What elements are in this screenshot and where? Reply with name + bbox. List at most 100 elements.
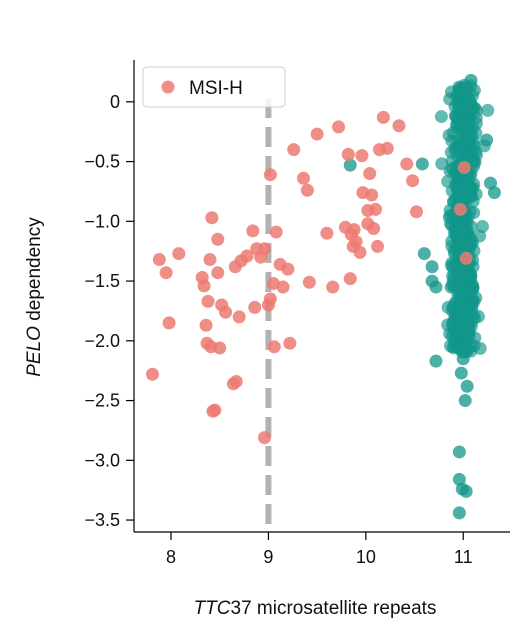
msi-h-point (300, 183, 314, 197)
msi-h-point (457, 161, 471, 175)
msi-h-point (353, 245, 367, 259)
mss-point (475, 219, 489, 233)
mss-point (458, 394, 472, 408)
mss-point (434, 110, 448, 124)
msi-h-point (332, 120, 346, 134)
msi-h-point (459, 251, 473, 265)
mss-point (415, 157, 429, 171)
msi-h-point (199, 318, 213, 332)
mss-point (459, 484, 473, 498)
mss-point (456, 352, 470, 366)
mss-point (446, 318, 460, 332)
msi-h-point (211, 232, 225, 246)
msi-h-point (205, 211, 219, 225)
y-tick-label: −1.5 (84, 271, 120, 291)
msi-h-point (146, 367, 160, 381)
msi-h-point (258, 242, 272, 256)
x-tick-label: 9 (263, 547, 273, 567)
mss-point (452, 506, 466, 520)
msi-h-point (376, 110, 390, 124)
mss-point (466, 309, 480, 323)
msi-h-point (152, 253, 166, 267)
msi-h-point (208, 403, 222, 417)
y-tick-label: −3.5 (84, 510, 120, 530)
msi-h-point (320, 226, 334, 240)
msi-h-point (213, 341, 227, 355)
msi-h-point (369, 202, 383, 216)
msi-h-point (246, 224, 260, 238)
mss-point (441, 174, 455, 188)
msi-h-point (287, 143, 301, 157)
legend: MSI-H (142, 66, 286, 108)
msi-h-point (162, 316, 176, 330)
legend-marker-msi (161, 80, 175, 94)
msi-h-point (258, 431, 272, 445)
msi-h-point (296, 171, 310, 185)
msi-h-point (453, 202, 467, 216)
mss-point (468, 331, 482, 345)
points-layer (146, 73, 501, 520)
x-axis-title-gene: TTC (194, 598, 231, 619)
y-tick-label: −2.0 (84, 331, 120, 351)
mss-point (429, 280, 443, 294)
mss-point (417, 247, 431, 261)
axes-layer: 0 −0.5 −1.0 −1.5 −2.0 −2.5 −3.0 −3.5 8 9 10 11 (84, 60, 510, 567)
msi-h-point (203, 253, 217, 267)
y-tick-label: −0.5 (84, 152, 120, 172)
msi-h-point (263, 168, 277, 182)
mss-point (481, 103, 495, 117)
msi-h-point (302, 275, 316, 289)
msi-h-point (267, 340, 281, 354)
msi-h-point (326, 280, 340, 294)
mss-point (480, 133, 494, 147)
x-tick-label: 11 (454, 547, 473, 567)
mss-point (463, 184, 477, 198)
msi-h-point (380, 141, 394, 155)
legend-box (142, 66, 286, 108)
x-axis-title-rest: 37 microsatellite repeats (231, 598, 437, 619)
mss-point (466, 236, 480, 250)
msi-h-point (341, 147, 355, 161)
msi-h-point (349, 235, 363, 249)
mss-point (454, 366, 468, 380)
msi-h-point (240, 249, 254, 263)
msi-h-point (201, 294, 215, 308)
msi-h-point (269, 225, 283, 239)
msi-h-point (310, 127, 324, 141)
msi-h-point (232, 310, 246, 324)
mss-point (455, 301, 469, 315)
msi-h-point (159, 266, 173, 280)
x-tick-label: 10 (356, 547, 376, 567)
mss-point (452, 287, 466, 301)
mss-point (429, 354, 443, 368)
y-tick-label: −3.0 (84, 450, 120, 470)
msi-h-point (172, 247, 186, 261)
msi-h-point (263, 292, 277, 306)
msi-h-point (406, 174, 420, 188)
msi-h-point (365, 188, 379, 202)
x-tick-label: 8 (166, 547, 176, 567)
mss-point (445, 259, 459, 273)
mss-point (449, 109, 463, 123)
msi-h-point (276, 280, 290, 294)
mss-point (442, 128, 456, 142)
mss-point (450, 119, 464, 133)
mss-point (452, 445, 466, 459)
msi-h-point (281, 262, 295, 276)
msi-h-point (371, 239, 385, 253)
mss-point (454, 275, 468, 289)
msi-h-point (283, 336, 297, 350)
msi-h-point (409, 205, 423, 219)
mss-point (463, 134, 477, 148)
msi-h-point (248, 300, 262, 314)
mss-point (487, 186, 501, 200)
mss-point (452, 191, 466, 205)
msi-h-point (211, 266, 225, 280)
mss-point (466, 101, 480, 115)
msi-h-point (219, 305, 233, 319)
msi-h-point (392, 119, 406, 133)
y-tick-label: −2.5 (84, 391, 120, 411)
mss-point (462, 286, 476, 300)
mss-point (343, 158, 357, 172)
